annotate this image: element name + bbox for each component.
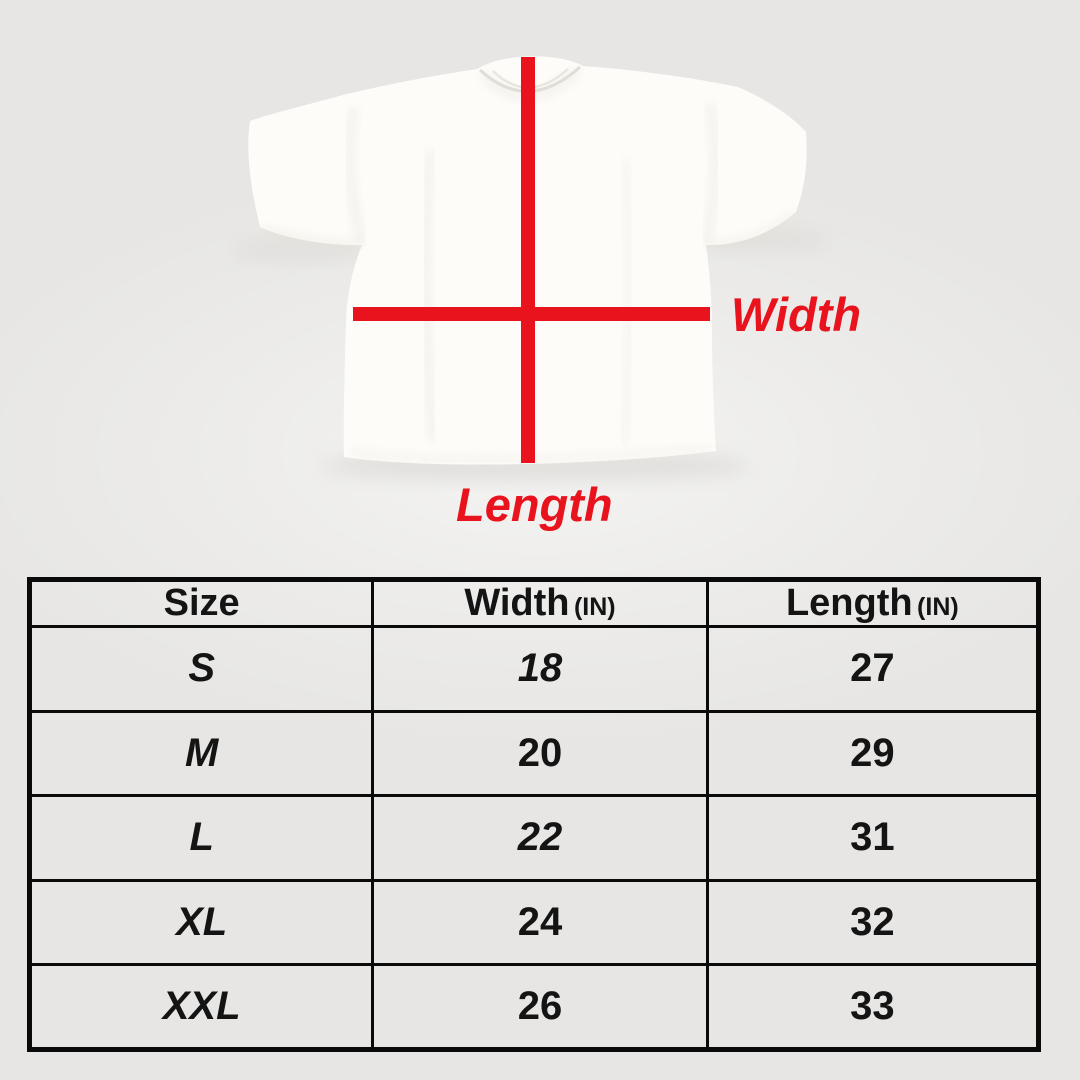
size-cell: XXL [27, 963, 375, 1051]
header-length-unit: (IN) [917, 593, 959, 621]
width-cell: 26 [371, 963, 709, 1051]
fold-line [422, 149, 437, 441]
length-cell: 31 [705, 794, 1041, 882]
length-cell: 27 [705, 625, 1041, 713]
width-cell: 18 [371, 625, 709, 713]
tshirt-measurement-figure: Width Length [230, 56, 862, 531]
table-body: S 18 27 M 20 29 L 22 31 XL 24 32 XXL 26 [27, 625, 1041, 1051]
header-row: Size Width (IN) Length (IN) [27, 578, 1041, 628]
header-width-label: Width [464, 582, 570, 624]
size-cell: L [27, 794, 375, 882]
width-measure-label: Width [731, 288, 862, 341]
armhole-crease-left [347, 107, 365, 245]
size-chart-table-wrap: Size Width (IN) Length (IN) S 18 27 M [27, 577, 1041, 1052]
cuff-shade-left [261, 226, 361, 246]
table-row: L 22 31 [27, 794, 1041, 882]
length-measure-label: Length [456, 478, 613, 531]
size-chart-table: Size Width (IN) Length (IN) S 18 27 M [27, 577, 1041, 1052]
header-cell-width: Width (IN) [371, 578, 709, 628]
width-cell: 22 [371, 794, 709, 882]
armhole-crease-right [703, 103, 718, 245]
header-cell-length: Length (IN) [705, 578, 1041, 628]
table-row: S 18 27 [27, 625, 1041, 713]
width-cell: 20 [371, 709, 709, 798]
length-measure-line [521, 57, 535, 463]
table-row: XXL 26 33 [27, 963, 1041, 1051]
header-size-label: Size [163, 582, 240, 624]
header-length-label: Length [785, 582, 913, 624]
table-row: M 20 29 [27, 709, 1041, 798]
table-header: Size Width (IN) Length (IN) [27, 578, 1041, 628]
length-cell: 29 [705, 709, 1041, 798]
tshirt-graphic [230, 56, 830, 482]
header-width-unit: (IN) [573, 593, 616, 621]
size-cell: XL [27, 878, 375, 967]
size-cell: M [27, 709, 375, 798]
width-cell: 24 [371, 878, 709, 967]
length-cell: 33 [705, 963, 1041, 1051]
size-cell: S [27, 625, 375, 713]
header-cell-size: Size [27, 578, 375, 628]
cuff-shade-right [707, 211, 796, 246]
length-cell: 32 [705, 878, 1041, 967]
width-measure-line [353, 307, 710, 321]
table-row: XL 24 32 [27, 878, 1041, 967]
